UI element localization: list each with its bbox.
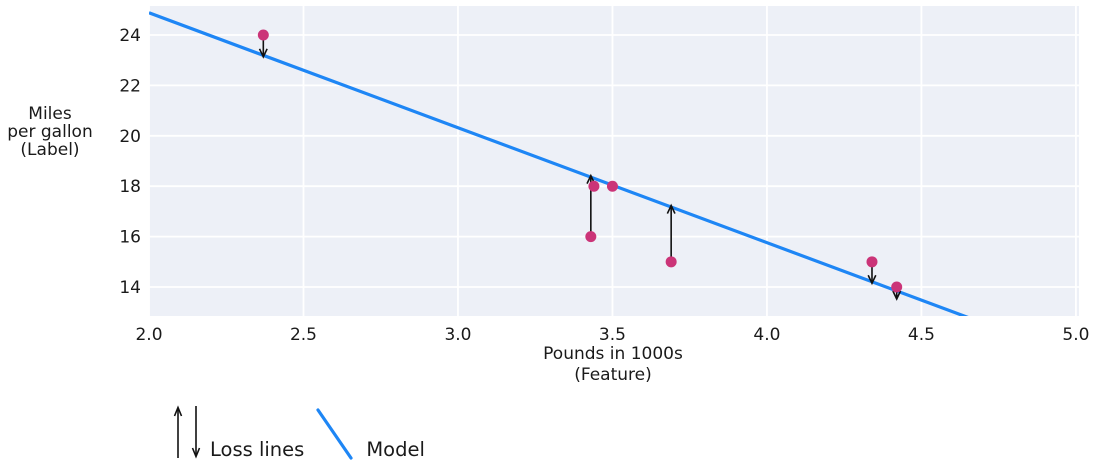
x-tick-labels: 2.0 2.5 3.0 3.5 4.0 4.5 5.0 (135, 325, 1089, 345)
loss-line-arrow (867, 266, 877, 286)
plot-background (149, 6, 1079, 316)
legend-item-model: Model (304, 406, 425, 462)
data-point (585, 231, 597, 243)
y-tick-labels: 14 16 18 20 22 24 (119, 26, 141, 298)
x-tick-label: 2.0 (135, 325, 162, 345)
plot-area (149, 6, 1079, 316)
y-tick-label: 16 (119, 228, 141, 248)
x-tick-label: 3.0 (444, 325, 471, 345)
loss-lines-arrows-icon (173, 405, 201, 459)
legend-label-model: Model (366, 438, 425, 461)
y-tick-label: 20 (119, 127, 141, 147)
x-tick-label: 2.5 (290, 325, 317, 345)
data-point (665, 256, 677, 268)
y-tick-label: 24 (119, 26, 141, 46)
model-line-icon (316, 408, 353, 460)
data-point (257, 29, 269, 41)
y-tick-label: 18 (119, 177, 141, 197)
legend-label-loss-lines: Loss lines (210, 438, 305, 461)
y-tick-label: 14 (119, 278, 141, 298)
data-point (866, 256, 878, 268)
loss-line-arrow (892, 290, 902, 301)
x-tick-label: 4.5 (908, 325, 935, 345)
legend-item-loss-lines: Loss lines (164, 402, 304, 462)
data-points-layer (257, 29, 903, 293)
y-tick-label: 22 (119, 76, 141, 96)
loss-line-arrow (666, 203, 676, 257)
x-axis-label: Pounds in 1000s (Feature) (543, 344, 683, 385)
x-tick-label: 5.0 (1062, 325, 1089, 345)
data-point (891, 281, 903, 293)
loss-lines-layer (258, 39, 902, 301)
data-point (606, 180, 618, 192)
data-point (588, 180, 600, 192)
x-tick-label: 3.5 (599, 325, 626, 345)
legend: Loss lines Model (164, 402, 425, 462)
y-axis-label: Miles per gallon (Label) (7, 104, 93, 160)
loss-line-arrow (258, 39, 268, 59)
x-tick-label: 4.0 (753, 325, 780, 345)
